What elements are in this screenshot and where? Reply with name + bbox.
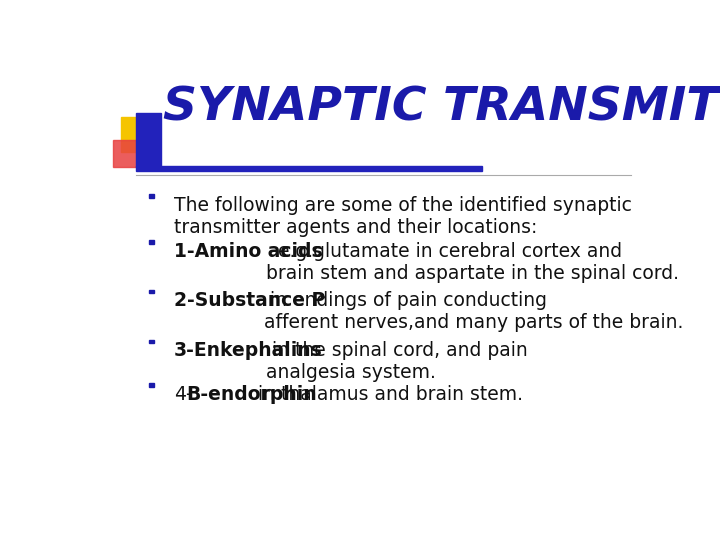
Text: in the spinal cord, and pain
analgesia system.: in the spinal cord, and pain analgesia s… [266, 341, 528, 382]
Text: 2-Substance P: 2-Substance P [174, 292, 325, 310]
Bar [148, 240, 153, 244]
Bar [148, 194, 153, 198]
Text: in endings of pain conducting
afferent nerves,and many parts of the brain.: in endings of pain conducting afferent n… [264, 292, 683, 333]
Bar [148, 340, 153, 343]
Text: 1-Amino acids: 1-Amino acids [174, 241, 323, 260]
Bar [148, 383, 153, 387]
Bar [148, 290, 153, 294]
Text: in thalamus and brain stem.: in thalamus and brain stem. [252, 385, 523, 404]
Text: e.g.glutamate in cerebral cortex and
brain stem and aspartate in the spinal cord: e.g.glutamate in cerebral cortex and bra… [266, 241, 679, 282]
Text: SYNAPTIC TRANSMITTERS: SYNAPTIC TRANSMITTERS [163, 85, 720, 131]
Text: The following are some of the identified synaptic
transmitter agents and their l: The following are some of the identified… [174, 196, 631, 237]
Bar [136, 113, 161, 167]
Text: B-endorphin: B-endorphin [186, 385, 317, 404]
Bar [121, 117, 151, 152]
Text: 3-Enkephalins: 3-Enkephalins [174, 341, 323, 360]
Bar [136, 166, 482, 171]
Text: 4-: 4- [174, 385, 192, 404]
Bar [114, 140, 144, 167]
